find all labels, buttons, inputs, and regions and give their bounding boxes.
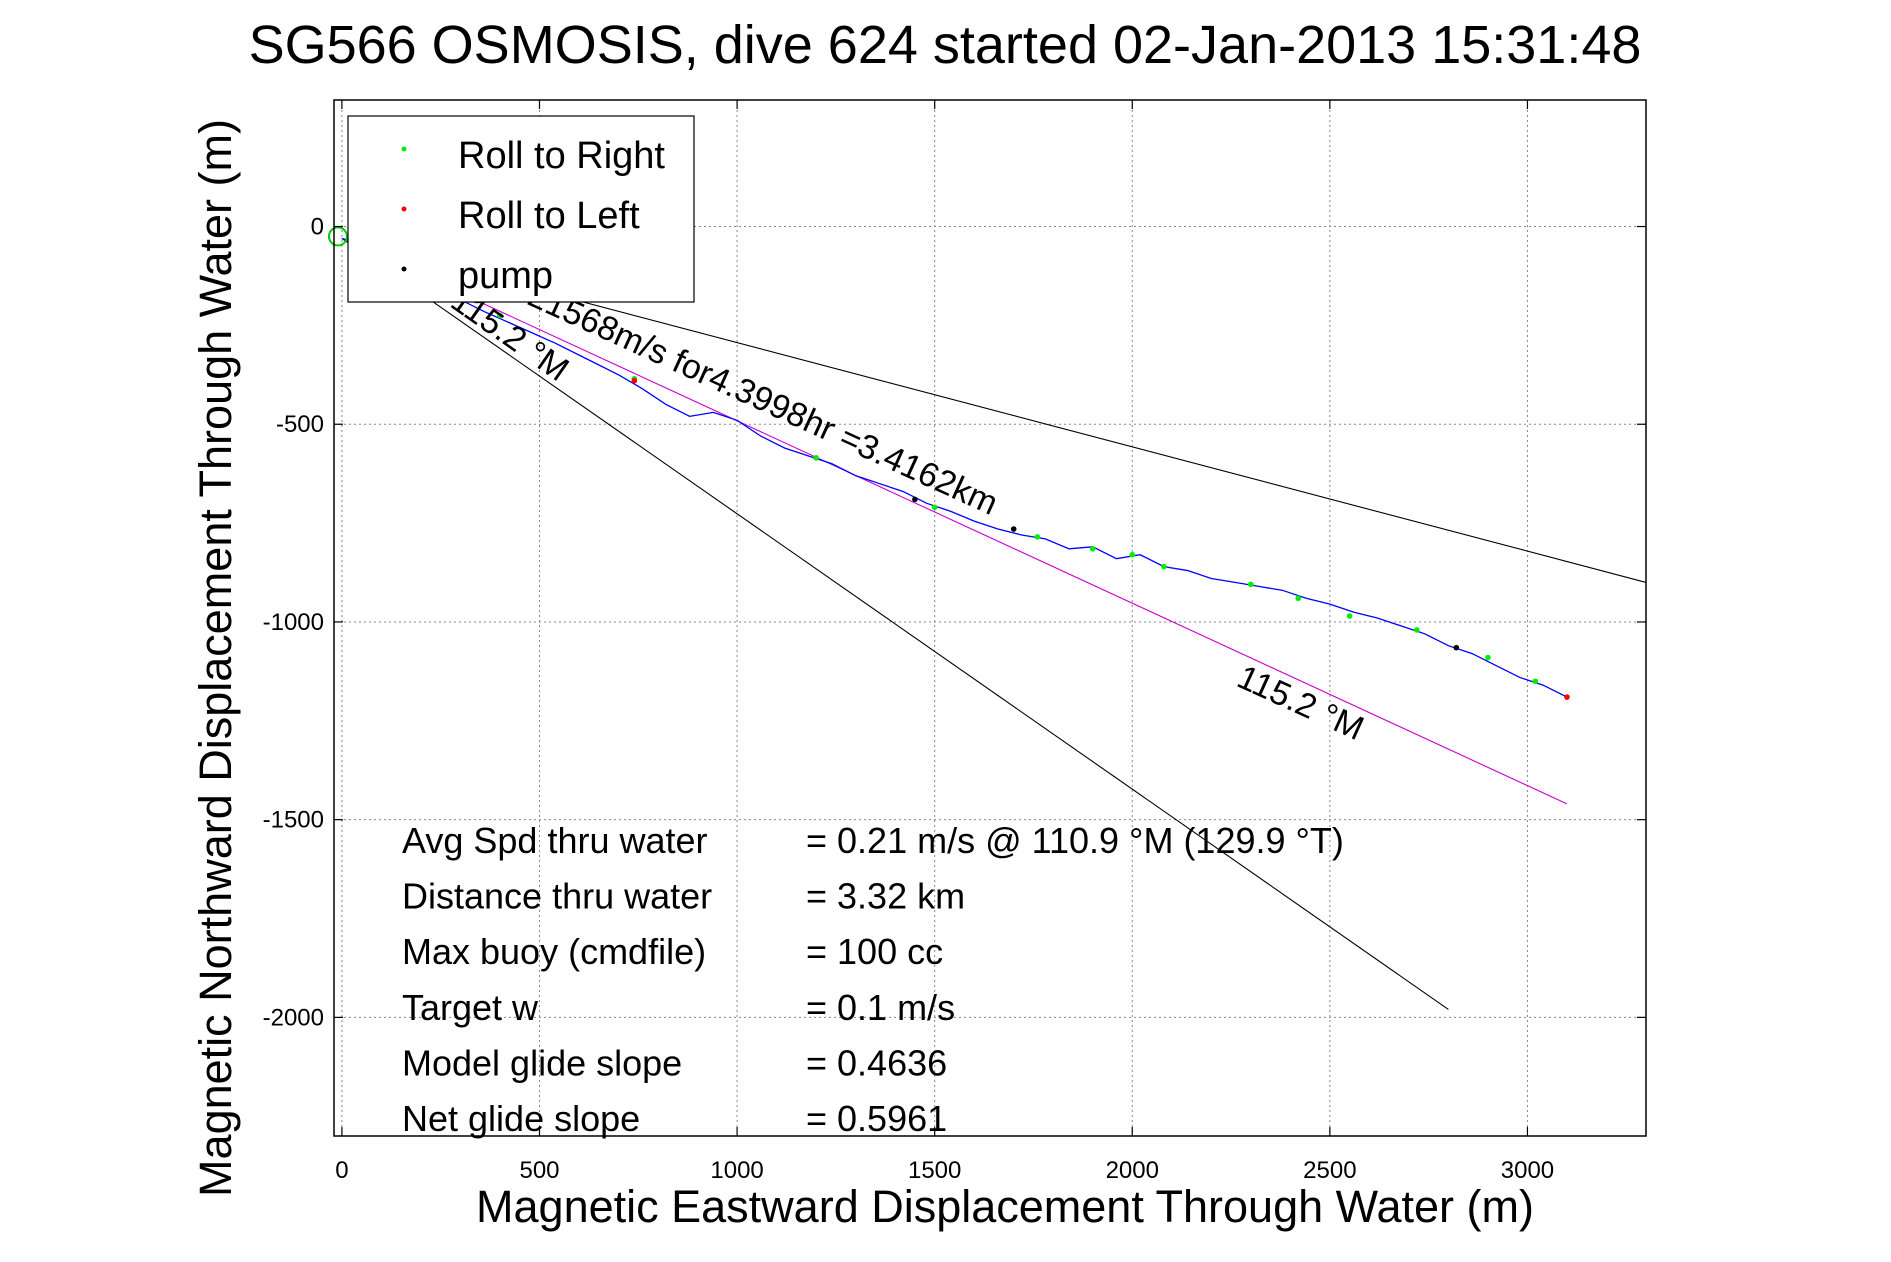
roll-right-point bbox=[1161, 563, 1167, 570]
legend-swatch bbox=[401, 146, 407, 152]
roll-right-point bbox=[497, 312, 503, 319]
roll-right-point bbox=[931, 504, 938, 511]
stat-label: Model glide slope bbox=[402, 1042, 682, 1083]
plot-frame bbox=[333, 99, 1647, 1137]
stat-value: = 0.1 m/s bbox=[806, 987, 955, 1028]
roll-right-point bbox=[1295, 595, 1302, 602]
y-tick-label: 0 bbox=[311, 214, 324, 241]
y-tick-label: -500 bbox=[276, 411, 324, 438]
roll-right-point bbox=[1532, 678, 1539, 685]
stat-label: Net glide slope bbox=[402, 1098, 640, 1139]
legend-swatch bbox=[401, 206, 407, 212]
roll-right-point bbox=[1346, 613, 1353, 619]
chart-title: SG566 OSMOSIS, dive 624 started 02-Jan-2… bbox=[249, 15, 1642, 75]
stat-value: = 0.4636 bbox=[806, 1042, 947, 1083]
roll-left-point bbox=[631, 377, 638, 384]
roll-left-point bbox=[1564, 694, 1570, 700]
glider-track-line bbox=[341, 237, 1568, 698]
stat-label: Avg Spd thru water bbox=[402, 820, 708, 861]
y-axis-label: Magnetic Northward Displacement Through … bbox=[190, 119, 241, 1197]
x-tick-label: 500 bbox=[519, 1157, 559, 1184]
x-tick-label: 1500 bbox=[908, 1157, 961, 1184]
track-layer bbox=[341, 237, 1568, 698]
stats-layer: Avg Spd thru water = 0.21 m/s @ 110.9 °M … bbox=[402, 820, 1344, 1139]
roll-right-point bbox=[1034, 534, 1041, 540]
x-tick-label: 0 bbox=[335, 1157, 348, 1184]
stat-label: Max buoy (cmdfile) bbox=[402, 931, 706, 972]
x-tick-label: 1000 bbox=[710, 1157, 763, 1184]
pump-point bbox=[1453, 644, 1460, 651]
stat-value: = 0.21 m/s @ 110.9 °M (129.9 °T) bbox=[806, 820, 1344, 861]
x-axis-label: Magnetic Eastward Displacement Through W… bbox=[476, 1181, 1534, 1232]
heading-line bbox=[341, 237, 1449, 1010]
legend: Roll to Right Roll to Left pump bbox=[347, 115, 695, 303]
legend-label: Roll to Left bbox=[458, 195, 640, 237]
roll-right-point bbox=[1485, 654, 1491, 661]
start-marker bbox=[327, 226, 348, 247]
legend-label: pump bbox=[458, 255, 553, 297]
marker-layer bbox=[327, 226, 1570, 700]
x-tick-label: 3000 bbox=[1501, 1157, 1554, 1184]
roll-right-point bbox=[1248, 581, 1254, 588]
grid-layer bbox=[334, 100, 1646, 1136]
roll-right-point bbox=[1413, 627, 1420, 633]
y-tick-label: -2000 bbox=[263, 1004, 324, 1031]
stat-value: = 100 cc bbox=[806, 931, 943, 972]
roll-right-point bbox=[1129, 551, 1136, 558]
heading-line bbox=[341, 237, 1568, 805]
legend-swatch bbox=[401, 266, 407, 272]
pump-point bbox=[912, 496, 918, 503]
roll-right-point bbox=[1089, 546, 1096, 552]
tick-layer: 0 500 1000 1500 2000 2500 3000 0 -500 -1000 -1500 -… bbox=[263, 100, 1646, 1184]
x-tick-label: 2500 bbox=[1303, 1157, 1356, 1184]
roll-right-point bbox=[813, 455, 819, 461]
stat-label: Target w bbox=[402, 987, 539, 1028]
x-tick-label: 2000 bbox=[1106, 1157, 1159, 1184]
stat-label: Distance thru water bbox=[402, 876, 712, 917]
pump-point bbox=[1010, 526, 1017, 532]
legend-label: Roll to Right bbox=[458, 135, 665, 177]
stat-value: = 3.32 km bbox=[806, 876, 965, 917]
stat-value: = 0.5961 bbox=[806, 1098, 947, 1139]
y-tick-label: -1500 bbox=[263, 807, 324, 834]
y-tick-label: -1000 bbox=[263, 609, 324, 636]
